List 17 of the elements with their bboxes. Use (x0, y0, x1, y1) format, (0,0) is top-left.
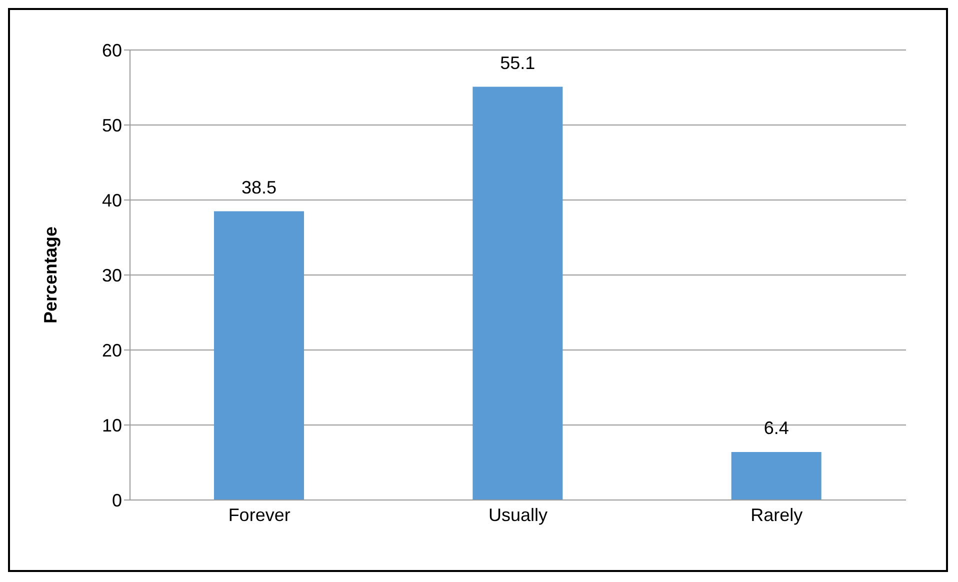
x-tick-label: Usually (488, 504, 548, 525)
data-label: 55.1 (500, 52, 536, 73)
y-tick-label: 10 (102, 415, 122, 436)
x-tick-label: Rarely (750, 504, 803, 525)
y-tick-label: 40 (102, 190, 122, 210)
bar (472, 86, 563, 500)
y-tick-label: 0 (112, 490, 122, 510)
y-tick-label: 30 (102, 265, 122, 286)
y-axis-title: Percentage (40, 226, 60, 324)
bar (214, 211, 304, 500)
bar (731, 452, 822, 500)
data-label: 38.5 (241, 177, 277, 198)
data-label: 6.4 (764, 418, 789, 438)
x-tick-label: Forever (228, 504, 290, 525)
y-tick-label: 50 (102, 115, 122, 136)
y-tick-label: 20 (102, 340, 122, 360)
y-tick-label: 60 (102, 40, 122, 60)
